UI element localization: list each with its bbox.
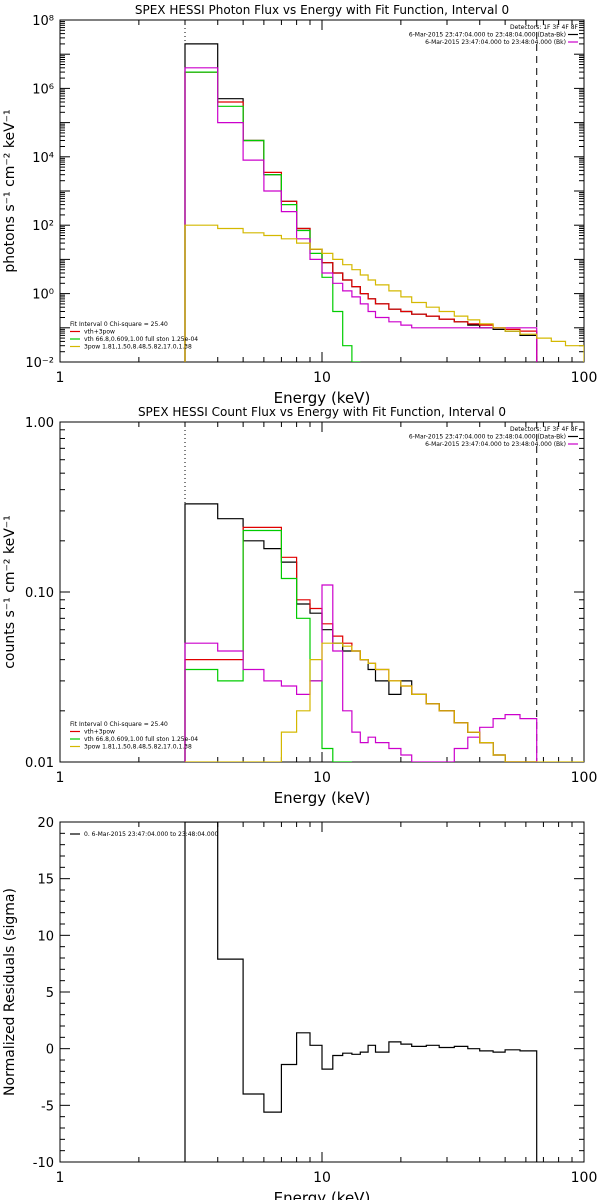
series-group [184,822,538,1162]
series-line-5 [185,642,584,762]
series-group [184,503,584,762]
y-tick-label: 20 [37,816,54,831]
series-line-1 [184,43,538,362]
y-axis-label: photons s⁻¹ cm⁻² keV⁻¹ [2,109,18,272]
y-axis-ticks: 10⁻² 10⁰ 10² 10⁴ 10⁶ 10⁸ [25,14,584,371]
x-tick-label: 10 [313,1170,331,1186]
x-tick-label: 10 [313,770,331,786]
y-axis-label: Normalized Residuals (sigma) [2,888,18,1096]
fit-legend-header: Fit Interval 0 Chi-square = 25.40 [70,721,168,728]
y-axis-label: counts s⁻¹ cm⁻² keV⁻¹ [2,515,18,669]
x-axis-label: Energy (keV) [274,1189,371,1200]
x-tick-label: 1 [56,1170,65,1186]
x-tick-label: 100 [571,770,598,786]
chart-title: SPEX HESSI Photon Flux vs Energy with Fi… [135,3,509,17]
fit-legend-entry: 3pow 1.81,1.50,8.48,5.82,17.0,1.38 [84,744,192,751]
fit-legend-entry: 0. 6-Mar-2015 23:47:04.000 to 23:48:04.0… [84,831,219,838]
y-tick-label: 1.00 [25,416,54,431]
data-legend: Detectors: 1F 3F 4F 8F6-Mar-2015 23:47:0… [409,24,579,46]
data-legend-entry: 6-Mar-2015 23:47:04.000 to 23:48:04.000 … [409,434,566,441]
y-axis-ticks: -10 -5 0 5 10 15 20 [33,816,584,1171]
data-legend: Detectors: 1F 3F 4F 8F6-Mar-2015 23:47:0… [409,426,579,448]
x-axis-ticks: 1 10 100 [56,422,598,786]
y-tick-label: 0 [46,1043,54,1058]
series-group [184,43,584,362]
fit-legend-entry: vth 66.8,0.609,1.00 full ston 1.25e-04 [84,736,198,743]
y-tick-label: 0.01 [25,756,54,771]
series-line-1 [184,822,538,1162]
x-axis-label: Energy (keV) [274,389,371,407]
plot-frame [59,19,585,363]
data-legend-entry: 6-Mar-2015 23:47:04.000 to 23:48:04.000 … [425,39,566,46]
y-tick-label: 10⁴ [32,151,54,166]
y-tick-label: 15 [37,873,54,888]
y-tick-label: 10⁻² [25,356,54,371]
y-tick-label: 10⁰ [32,288,54,303]
series-line-1 [184,503,537,762]
fit-legend: Fit Interval 0 Chi-square = 25.40vth+3po… [70,321,198,351]
fit-legend-entry: vth+3pow [84,729,115,736]
x-tick-label: 10 [313,370,331,386]
data-legend-header: Detectors: 1F 3F 4F 8F [510,426,579,433]
y-tick-label: -5 [41,1099,54,1114]
y-axis-ticks: 0.01 0.10 1.00 [25,416,584,771]
y-tick-label: 10⁸ [32,14,54,29]
data-legend-entry: 6-Mar-2015 23:47:04.000 to 23:48:04.000 … [409,32,566,39]
y-tick-label: 10 [37,929,54,944]
series-line-2 [184,71,538,362]
x-axis-label: Energy (keV) [274,789,371,807]
data-legend-entry: 6-Mar-2015 23:47:04.000 to 23:48:04.000 … [425,441,566,448]
fit-legend-entry: vth 66.8,0.609,1.00 full ston 1.25e-04 [84,336,198,343]
fit-legend: 0. 6-Mar-2015 23:47:04.000 to 23:48:04.0… [70,831,219,838]
reference-lines [184,20,538,362]
series-line-3 [184,529,352,762]
series-line-3 [184,71,361,362]
chart-panel-3: 1 10 100 Energy (keV) -10 -5 0 5 10 15 20 Normalize… [2,816,597,1200]
chart-panel-1: SPEX HESSI Photon Flux vs Energy with Fi… [2,3,597,407]
y-tick-label: 10² [32,219,54,234]
x-tick-label: 100 [571,370,598,386]
x-axis-ticks: 1 10 100 [56,20,598,386]
reference-lines [184,422,538,762]
x-tick-label: 100 [571,1170,598,1186]
fit-legend-entry: vth+3pow [84,329,115,336]
chart-title: SPEX HESSI Count Flux vs Energy with Fit… [138,405,506,419]
plot-frame [59,821,585,1163]
series-line-4 [184,67,538,362]
y-tick-label: 0.10 [25,586,54,601]
series-line-4 [184,584,538,762]
y-tick-label: 5 [46,986,54,1001]
fit-legend: Fit Interval 0 Chi-square = 25.40vth+3po… [70,721,198,751]
x-axis-ticks: 1 10 100 [56,822,598,1186]
fit-legend-header: Fit Interval 0 Chi-square = 25.40 [70,321,168,328]
y-tick-label: 10⁶ [32,82,54,97]
x-tick-label: 1 [56,770,65,786]
x-tick-label: 1 [56,370,65,386]
chart-panel-2: SPEX HESSI Count Flux vs Energy with Fit… [2,405,597,807]
y-tick-label: -10 [33,1156,54,1171]
series-line-5 [184,224,584,362]
data-legend-header: Detectors: 1F 3F 4F 8F [510,24,579,31]
fit-legend-entry: 3pow 1.81,1.50,8.48,5.82,17.0,1.38 [84,344,192,351]
